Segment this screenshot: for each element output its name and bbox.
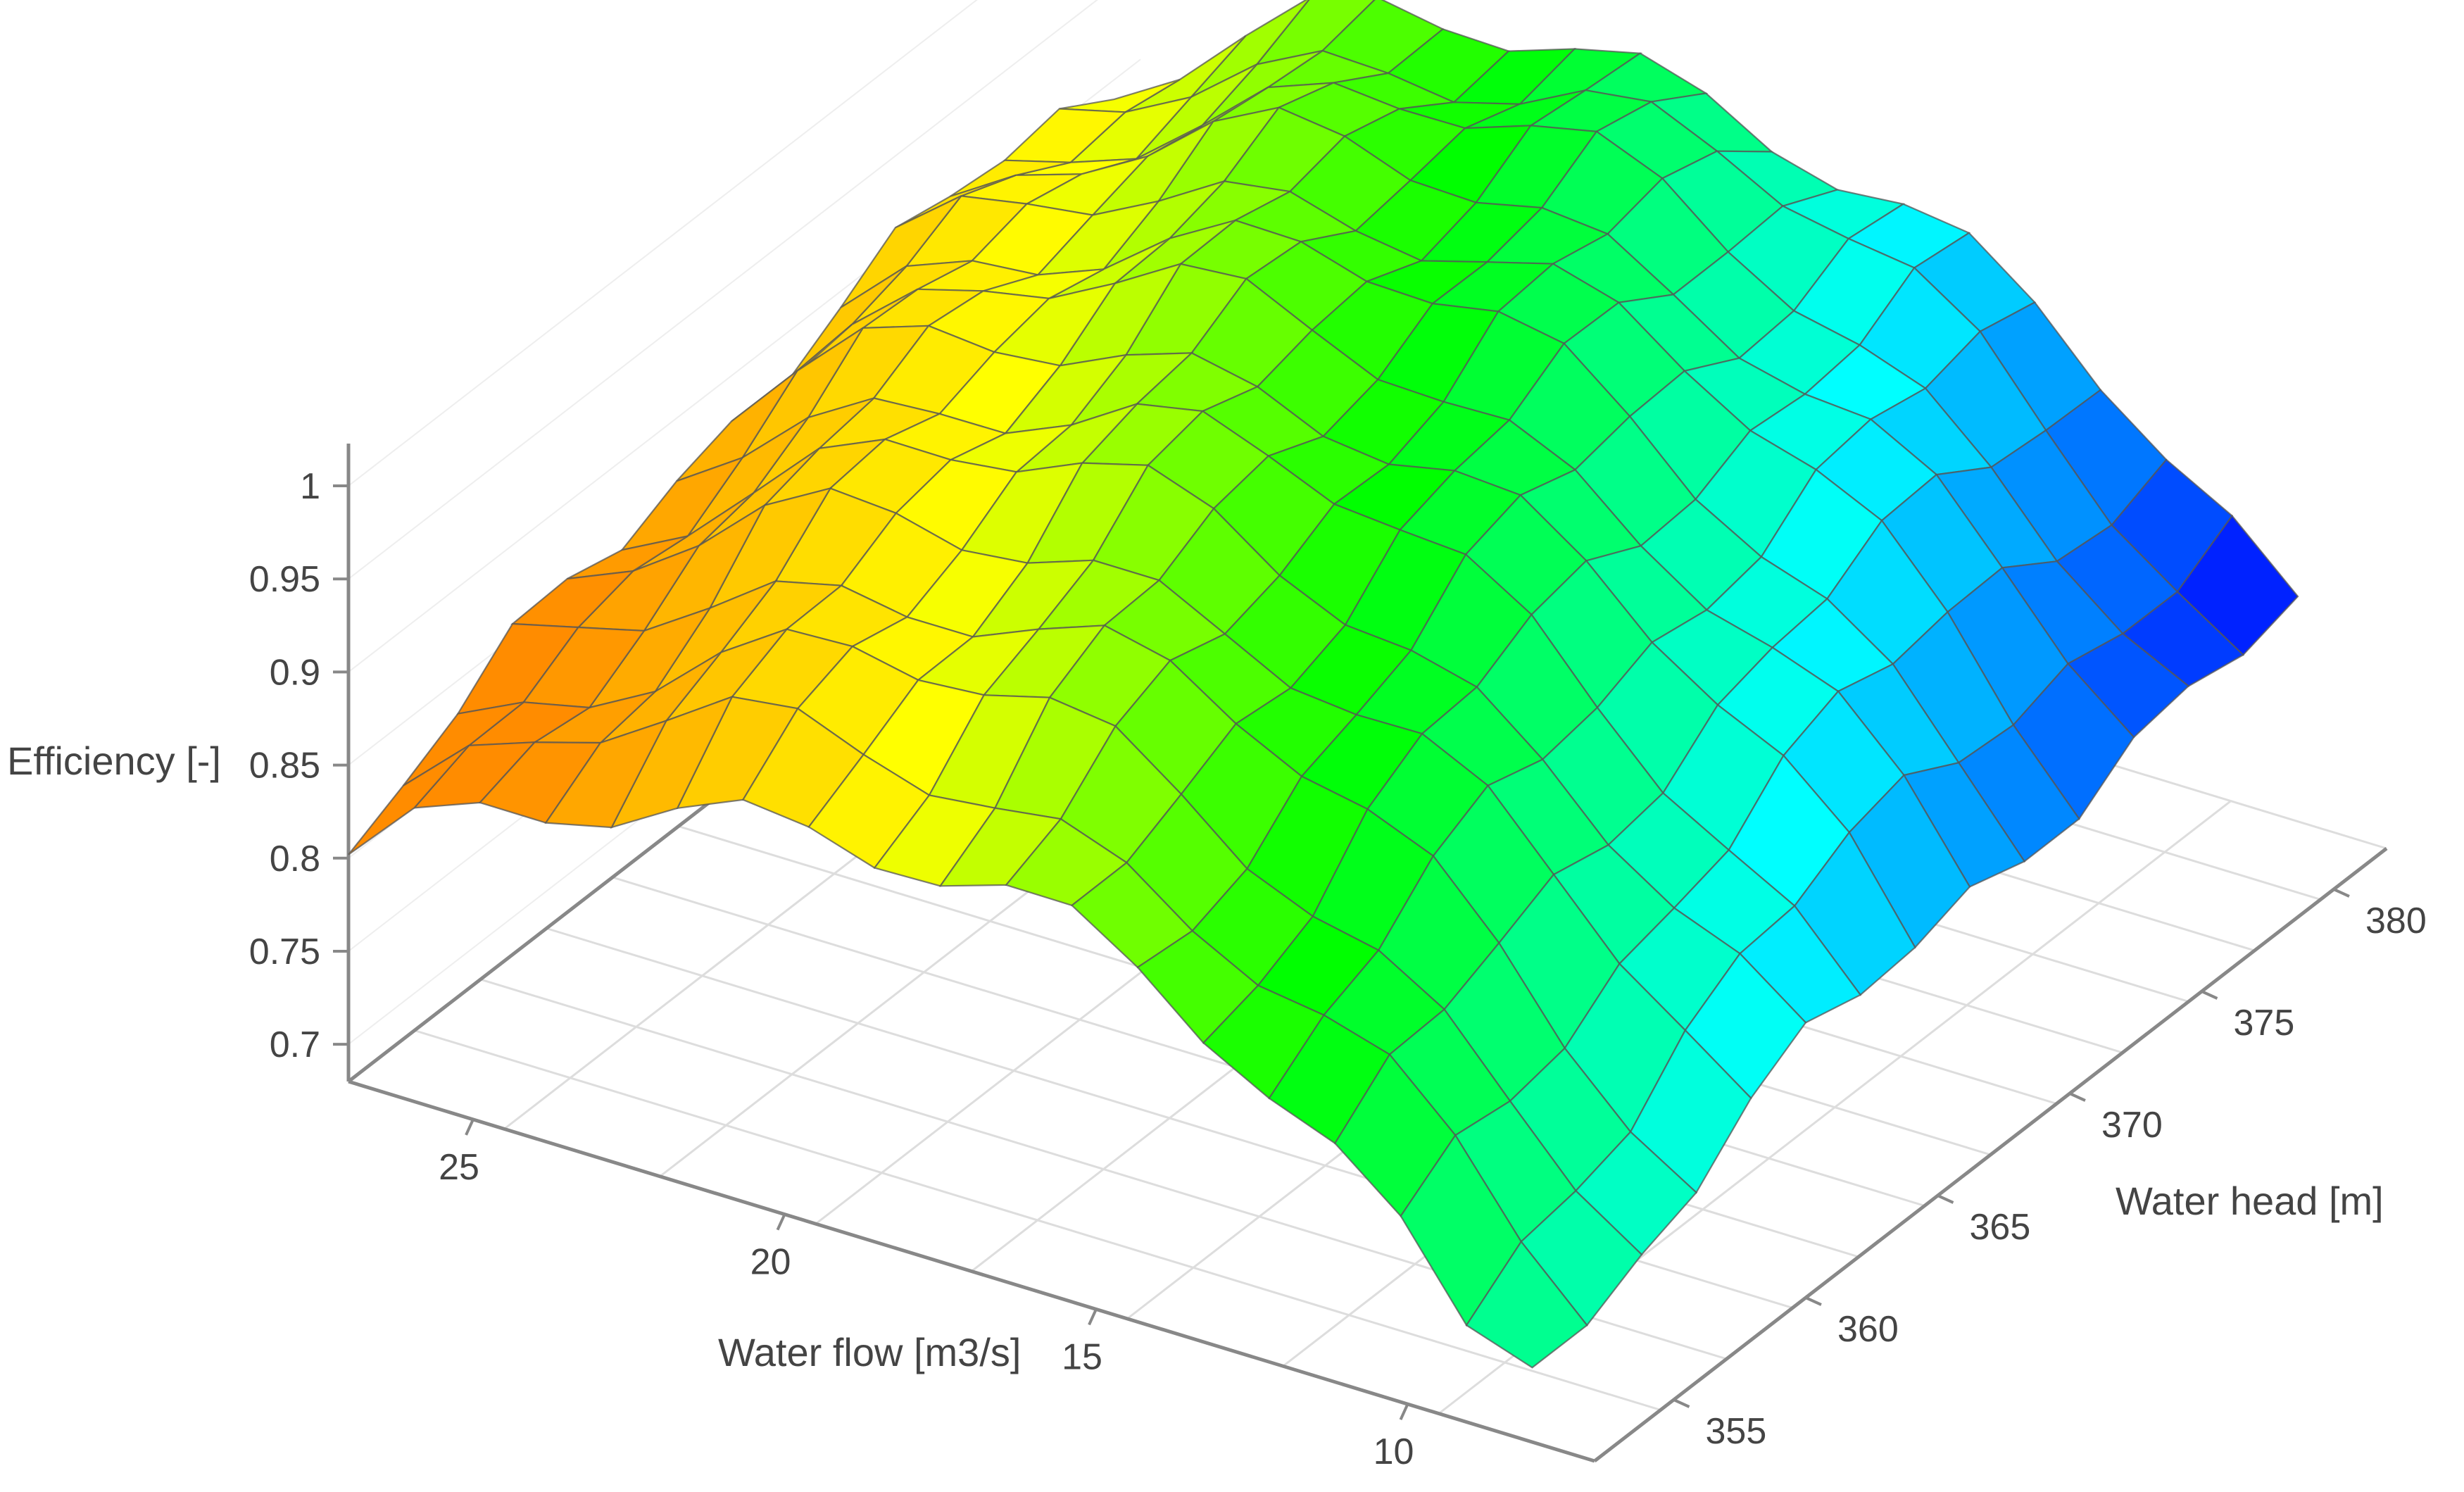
z-tick-label: 0.9 bbox=[270, 652, 320, 693]
z-tick-label: 0.95 bbox=[249, 559, 320, 600]
y-tick-label: 375 bbox=[2234, 1003, 2295, 1043]
z-tick-label: 0.8 bbox=[270, 839, 320, 879]
y-axis-title: Water head [m] bbox=[2116, 1179, 2384, 1223]
x-tick-label: 15 bbox=[1062, 1336, 1102, 1377]
x-axis-line bbox=[348, 1079, 1595, 1463]
x-tick-mark bbox=[1088, 1308, 1098, 1326]
surface-cell bbox=[348, 744, 470, 855]
x-tick-label: 10 bbox=[1374, 1431, 1414, 1472]
x-tick-mark bbox=[465, 1119, 474, 1136]
z-tick-label: 0.7 bbox=[270, 1024, 320, 1065]
y-tick-label: 365 bbox=[1970, 1207, 2031, 1248]
y-tick-mark bbox=[2069, 1092, 2086, 1102]
surface-cell bbox=[1465, 1240, 1588, 1369]
z-tick-label: 0.85 bbox=[249, 746, 320, 786]
grid-line-z bbox=[348, 0, 1098, 579]
z-axis-title: Efficiency [-] bbox=[7, 739, 221, 783]
x-axis-title: Water flow [m3/s] bbox=[718, 1330, 1021, 1374]
x-tick-mark bbox=[1399, 1403, 1409, 1420]
y-tick-mark bbox=[1805, 1296, 1822, 1306]
x-tick-mark bbox=[776, 1213, 786, 1231]
y-tick-label: 360 bbox=[1837, 1309, 1899, 1350]
surface-cell bbox=[544, 719, 668, 829]
z-tick-label: 1 bbox=[300, 466, 320, 507]
z-tick-label: 0.75 bbox=[249, 932, 320, 972]
x-tick-label: 25 bbox=[439, 1147, 479, 1188]
efficiency-surface bbox=[348, 0, 2299, 1369]
y-axis-line bbox=[1593, 847, 2388, 1462]
y-tick-mark bbox=[2333, 888, 2350, 898]
grid-line-y bbox=[414, 1029, 1661, 1411]
y-tick-label: 380 bbox=[2365, 901, 2427, 941]
y-tick-label: 355 bbox=[1706, 1411, 1767, 1452]
x-tick-label: 20 bbox=[750, 1242, 791, 1283]
y-tick-mark bbox=[2201, 990, 2218, 1000]
y-tick-label: 370 bbox=[2101, 1105, 2163, 1146]
y-tick-mark bbox=[1673, 1398, 1690, 1408]
grid-line-z bbox=[348, 0, 978, 487]
axis-labels: Efficiency [-] Water flow [m3/s] Water h… bbox=[7, 466, 2427, 1472]
y-tick-mark bbox=[1937, 1194, 1954, 1204]
